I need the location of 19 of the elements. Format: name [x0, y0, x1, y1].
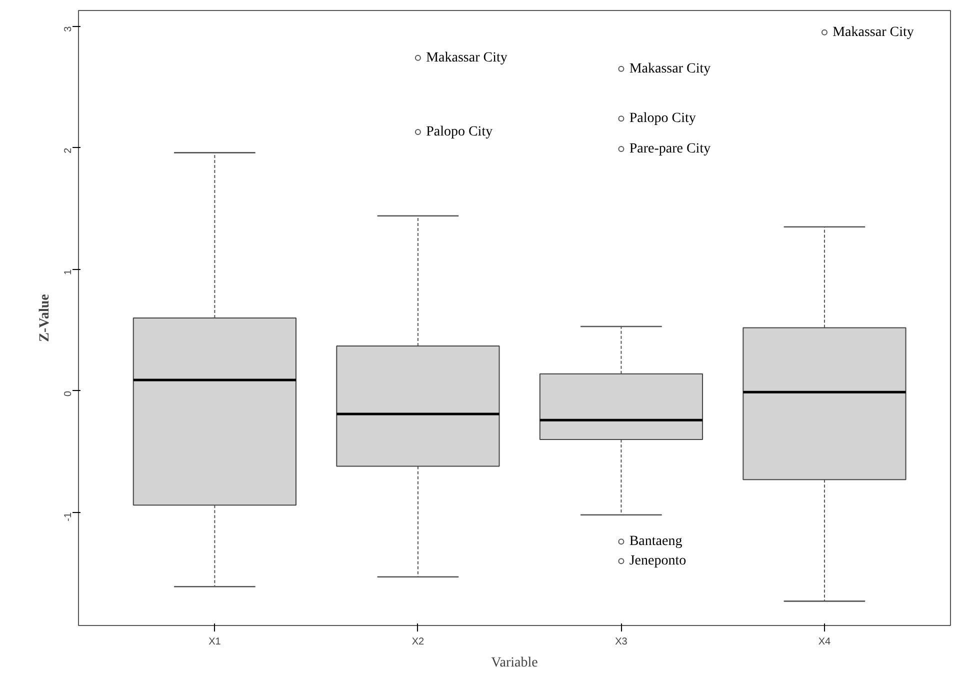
annotation: Makassar City — [832, 24, 914, 40]
y-axis-title: Z-Value — [38, 294, 52, 342]
x-axis-title: Variable — [491, 656, 538, 670]
annotation: Pare-pare City — [629, 142, 711, 157]
x-tick-label: X1 — [208, 636, 222, 648]
annotation: Makassar City — [426, 50, 508, 66]
y-tick-label: -1 — [63, 512, 74, 522]
annotation: Palopo City — [629, 111, 696, 126]
x-tick-label: X3 — [615, 636, 628, 648]
annotation: Bantaeng — [629, 534, 682, 550]
annotation: Jeneponto — [629, 554, 686, 569]
x-tick-label: X4 — [818, 636, 832, 648]
x-tick-label: X2 — [412, 636, 425, 648]
annotation: Palopo City — [426, 124, 493, 140]
y-tick-label: 2 — [63, 147, 74, 154]
annotation: Makassar City — [629, 61, 711, 76]
y-tick-label: 3 — [63, 26, 74, 32]
y-tick-label: 0 — [63, 390, 74, 396]
y-tick-label: 1 — [63, 268, 74, 275]
